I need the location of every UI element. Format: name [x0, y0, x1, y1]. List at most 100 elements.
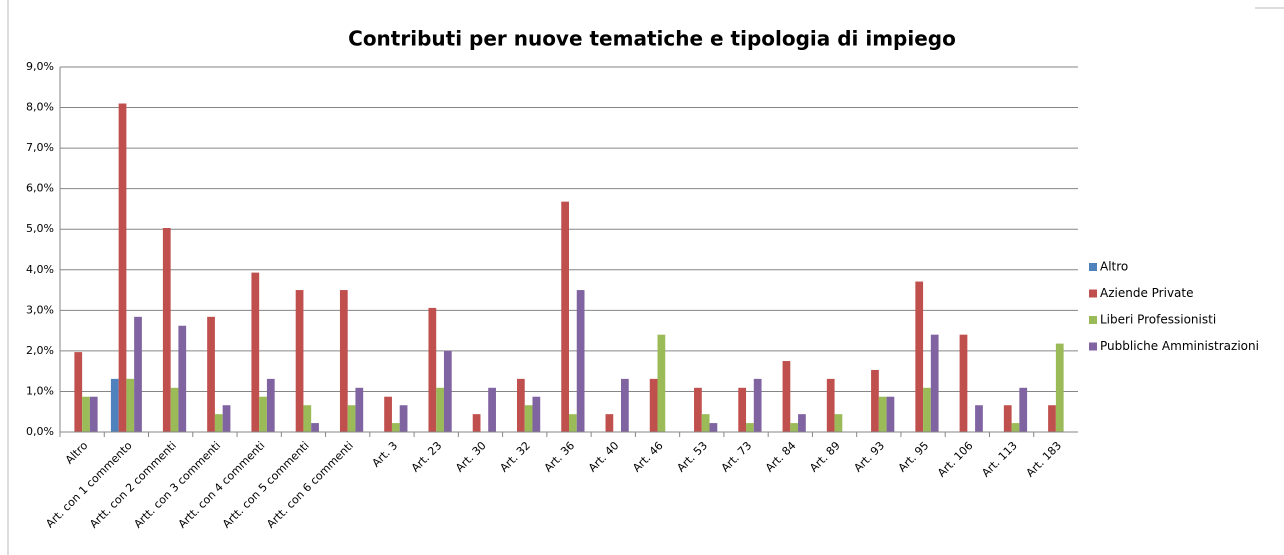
y-tick-label: 8,0% [26, 101, 54, 114]
bar [134, 316, 142, 432]
legend-label: Liberi Professionisti [1100, 313, 1216, 327]
bar [1011, 423, 1020, 432]
bar [110, 378, 119, 432]
bar [391, 423, 400, 432]
legend-label: Altro [1100, 260, 1128, 274]
bar [399, 405, 408, 432]
bar [516, 378, 525, 432]
bar [303, 405, 312, 432]
bar [82, 396, 90, 432]
x-tick-label: Art. 32 [497, 439, 533, 475]
x-tick-label: Altro [63, 439, 91, 467]
legend-label: Pubbliche Amministrazioni [1100, 339, 1259, 353]
legend-swatch [1089, 316, 1097, 324]
legend-swatch [1089, 289, 1097, 298]
x-tick-label: Art. 183 [1024, 439, 1065, 480]
bar [126, 378, 135, 432]
bar [886, 396, 895, 432]
bar [259, 396, 267, 432]
x-tick-label: Art. 89 [807, 439, 843, 475]
bar [605, 414, 614, 432]
y-tick-label: 1,0% [26, 384, 54, 397]
bar [621, 378, 629, 432]
bar [576, 290, 585, 432]
bar [959, 334, 968, 432]
bar [207, 316, 215, 432]
bar [443, 350, 452, 432]
x-tick-label: Art. 40 [586, 439, 622, 475]
legend-label: Aziende Private [1100, 286, 1193, 300]
bar [214, 414, 223, 432]
y-tick-label: 5,0% [26, 222, 54, 235]
bar [295, 290, 304, 432]
x-tick-label: Artt. con 6 commenti [264, 439, 356, 531]
bar [1048, 405, 1056, 432]
x-tick-label: Artt. con 5 commenti [220, 439, 312, 531]
bar [162, 228, 171, 432]
bar [339, 290, 348, 432]
y-tick-label: 6,0% [26, 182, 54, 195]
x-tick-label: Art. 84 [763, 439, 799, 475]
bar [790, 423, 799, 432]
bar [118, 103, 127, 432]
bar [178, 325, 187, 432]
bar [347, 405, 356, 432]
bar [923, 387, 931, 432]
y-tick-label: 7,0% [26, 141, 54, 154]
bar [649, 378, 658, 432]
x-tick-label: Artt. con 3 commenti [131, 439, 223, 531]
bar [1003, 405, 1012, 432]
bar [355, 387, 364, 432]
y-tick-label: 0,0% [26, 425, 54, 438]
bar [930, 334, 939, 432]
bar [561, 201, 569, 432]
x-tick-label: Art. 93 [851, 439, 887, 475]
bar [472, 414, 481, 432]
bar [701, 414, 710, 432]
bar [436, 387, 444, 432]
legend-swatch [1089, 263, 1097, 271]
bar [89, 396, 98, 432]
x-tick-label: Art. 53 [674, 439, 710, 475]
bar [524, 405, 533, 432]
bar [878, 396, 887, 432]
x-tick-label: Art. 73 [719, 439, 755, 475]
x-tick-label: Artt. con 4 commenti [176, 439, 268, 531]
bar [251, 272, 260, 432]
bar [1055, 343, 1064, 432]
x-tick-label: Art. con 1 commento [43, 439, 134, 530]
bar [798, 414, 806, 432]
bar [782, 361, 791, 432]
x-tick-label: Artt. con 2 commenti [87, 439, 179, 531]
legend-swatch [1089, 342, 1097, 351]
bar [915, 281, 924, 432]
bar [170, 387, 179, 432]
bar [428, 307, 437, 432]
bar [222, 405, 231, 432]
bar [569, 414, 577, 432]
bar [834, 414, 843, 432]
bar [709, 423, 718, 432]
bar [488, 387, 496, 432]
y-tick-label: 2,0% [26, 344, 54, 357]
bar [1019, 387, 1028, 432]
bar [694, 387, 702, 432]
bar [74, 352, 83, 432]
bar [871, 369, 879, 432]
bar [753, 378, 762, 432]
x-tick-label: Art. 3 [370, 439, 401, 470]
x-tick-label: Art. 113 [979, 439, 1020, 480]
x-tick-label: Art. 46 [630, 439, 666, 475]
chart-title: Contributi per nuove tematiche e tipolog… [348, 27, 956, 51]
bar [266, 378, 275, 432]
bar [532, 396, 541, 432]
x-tick-label: Art. 106 [935, 439, 976, 480]
bar [657, 334, 666, 432]
x-tick-label: Art. 23 [409, 439, 445, 475]
y-tick-label: 4,0% [26, 263, 54, 276]
bar [975, 405, 983, 432]
x-tick-label: Art. 30 [453, 439, 489, 475]
bar [384, 396, 392, 432]
bar [746, 423, 754, 432]
